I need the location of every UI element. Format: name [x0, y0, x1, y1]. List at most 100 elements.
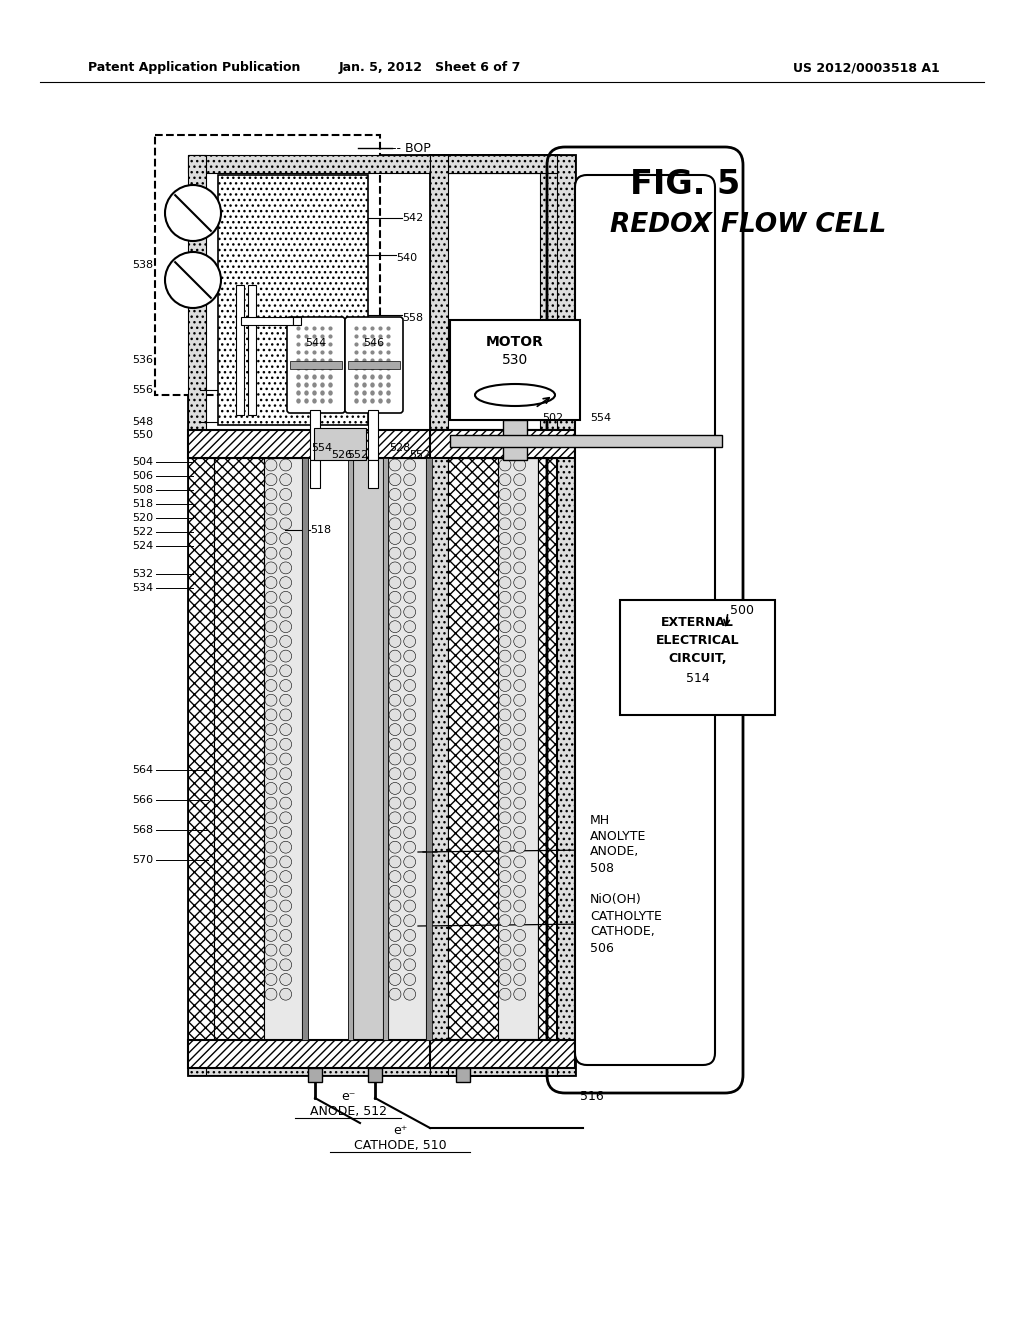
Circle shape	[499, 871, 511, 883]
Bar	[430, 154, 575, 173]
Circle shape	[389, 915, 401, 927]
Circle shape	[280, 488, 292, 500]
Bar	[383, 458, 388, 1040]
Circle shape	[389, 974, 401, 986]
Circle shape	[403, 488, 416, 500]
Bar	[430, 1057, 575, 1074]
Circle shape	[265, 651, 276, 663]
Text: 558: 558	[402, 313, 423, 323]
Circle shape	[514, 517, 525, 529]
Circle shape	[280, 532, 292, 544]
Circle shape	[499, 577, 511, 589]
Circle shape	[403, 665, 416, 677]
Text: 526: 526	[332, 450, 352, 459]
Circle shape	[499, 606, 511, 618]
Bar	[188, 458, 214, 1040]
Circle shape	[514, 591, 525, 603]
Bar	[188, 430, 558, 458]
Circle shape	[265, 855, 276, 867]
Bar	[498, 458, 538, 1040]
Text: 532: 532	[132, 569, 153, 579]
Circle shape	[499, 915, 511, 927]
Circle shape	[280, 517, 292, 529]
Circle shape	[280, 680, 292, 692]
Circle shape	[389, 591, 401, 603]
Text: 566: 566	[132, 795, 153, 805]
Circle shape	[389, 944, 401, 956]
Circle shape	[514, 812, 525, 824]
Circle shape	[265, 620, 276, 632]
Circle shape	[403, 459, 416, 471]
Circle shape	[265, 503, 276, 515]
Text: 546: 546	[364, 338, 385, 347]
Circle shape	[403, 517, 416, 529]
Bar	[368, 1068, 382, 1082]
Circle shape	[514, 958, 525, 970]
Circle shape	[403, 651, 416, 663]
Bar	[293, 317, 301, 325]
Circle shape	[265, 532, 276, 544]
Text: -- BOP: -- BOP	[392, 141, 431, 154]
Text: 508: 508	[590, 862, 614, 874]
FancyBboxPatch shape	[575, 176, 715, 1065]
Circle shape	[280, 562, 292, 574]
Circle shape	[265, 474, 276, 486]
Circle shape	[403, 768, 416, 780]
Circle shape	[499, 886, 511, 898]
Bar	[540, 154, 558, 1074]
Circle shape	[403, 929, 416, 941]
Bar	[188, 1040, 558, 1068]
Text: 552: 552	[347, 450, 369, 459]
Circle shape	[403, 503, 416, 515]
Circle shape	[403, 797, 416, 809]
Circle shape	[499, 517, 511, 529]
Circle shape	[499, 841, 511, 853]
Circle shape	[514, 577, 525, 589]
Circle shape	[265, 768, 276, 780]
Circle shape	[389, 503, 401, 515]
Text: 518: 518	[132, 499, 153, 510]
Circle shape	[280, 709, 292, 721]
Text: 500: 500	[730, 603, 754, 616]
Circle shape	[280, 651, 292, 663]
Bar	[348, 360, 400, 370]
Text: Jan. 5, 2012   Sheet 6 of 7: Jan. 5, 2012 Sheet 6 of 7	[339, 62, 521, 74]
Text: 550: 550	[132, 430, 153, 440]
Circle shape	[499, 474, 511, 486]
Circle shape	[265, 548, 276, 560]
Circle shape	[389, 517, 401, 529]
Text: US 2012/0003518 A1: US 2012/0003518 A1	[794, 62, 940, 74]
Circle shape	[265, 797, 276, 809]
Text: ELECTRICAL: ELECTRICAL	[655, 634, 739, 647]
FancyBboxPatch shape	[345, 317, 403, 413]
Circle shape	[280, 752, 292, 766]
Circle shape	[389, 826, 401, 838]
Circle shape	[403, 562, 416, 574]
Circle shape	[514, 752, 525, 766]
Circle shape	[499, 752, 511, 766]
Circle shape	[514, 797, 525, 809]
Circle shape	[403, 532, 416, 544]
Circle shape	[280, 826, 292, 838]
Circle shape	[280, 620, 292, 632]
Text: CATHODE, 510: CATHODE, 510	[353, 1139, 446, 1152]
Circle shape	[280, 665, 292, 677]
Circle shape	[280, 855, 292, 867]
Circle shape	[499, 694, 511, 706]
Circle shape	[389, 812, 401, 824]
Circle shape	[265, 723, 276, 735]
Circle shape	[403, 855, 416, 867]
Circle shape	[280, 606, 292, 618]
Bar	[188, 154, 558, 173]
Circle shape	[265, 915, 276, 927]
Circle shape	[403, 812, 416, 824]
Circle shape	[514, 886, 525, 898]
Circle shape	[389, 768, 401, 780]
Text: CATHODE,: CATHODE,	[590, 925, 654, 939]
Text: 524: 524	[132, 541, 153, 550]
Ellipse shape	[475, 384, 555, 407]
Text: NiO(OH): NiO(OH)	[590, 894, 642, 907]
Circle shape	[280, 503, 292, 515]
Circle shape	[389, 709, 401, 721]
Circle shape	[389, 488, 401, 500]
